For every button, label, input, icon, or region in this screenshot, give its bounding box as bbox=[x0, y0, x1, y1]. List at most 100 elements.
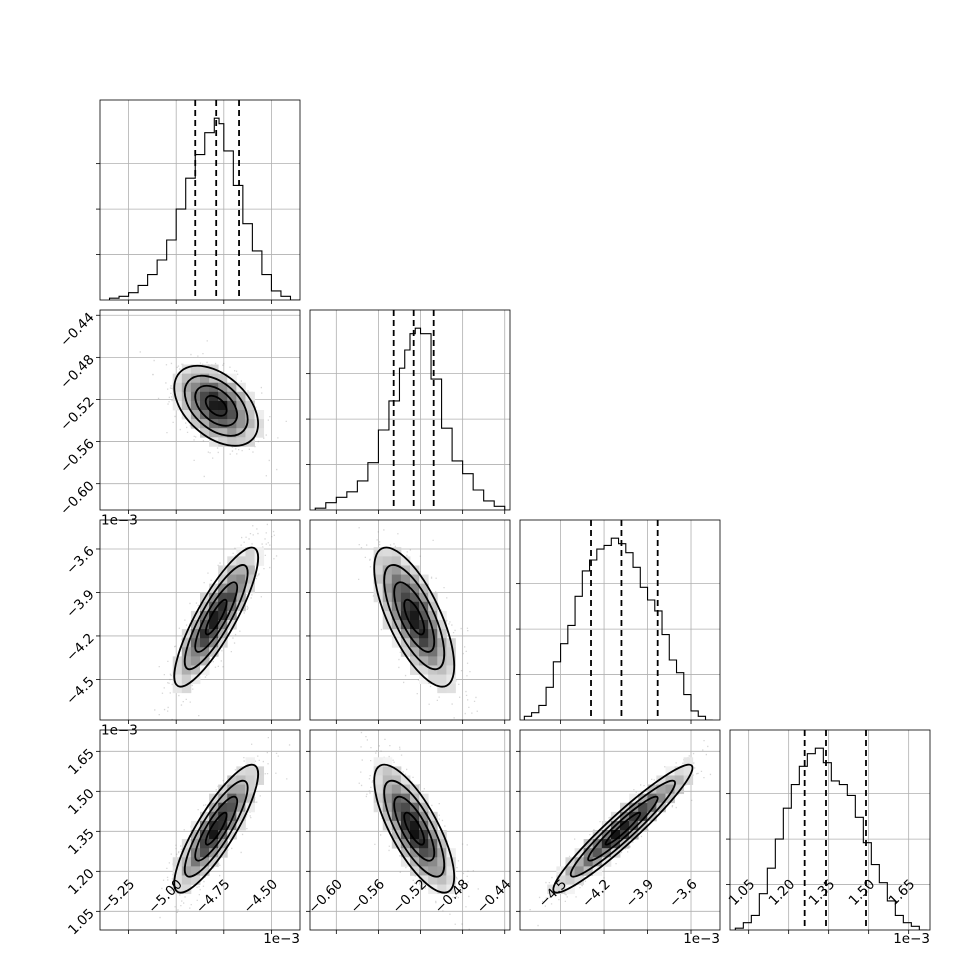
panel-content bbox=[310, 520, 510, 720]
y-tick-label: −0.56 bbox=[57, 436, 98, 477]
density-cell bbox=[200, 419, 210, 429]
density-cell bbox=[227, 428, 237, 438]
density-cell bbox=[227, 391, 237, 402]
density-cell bbox=[565, 884, 575, 895]
density-cell bbox=[373, 793, 384, 804]
density-cell bbox=[209, 857, 219, 867]
density-cell bbox=[391, 565, 402, 575]
density-cell bbox=[410, 830, 420, 840]
histogram-panel-0 bbox=[96, 99, 301, 304]
exponent-labels: 1e−3 1e−3 1e−3 1e−3 1e−3 bbox=[101, 513, 930, 947]
density-cell bbox=[200, 400, 210, 411]
density-cell bbox=[391, 820, 402, 831]
col-exponent-label: 1e−3 bbox=[683, 931, 720, 947]
density-cell bbox=[410, 610, 420, 621]
x-tick-label: −3.6 bbox=[666, 876, 700, 910]
density-cell bbox=[200, 373, 210, 384]
y-tick-label: 1.35 bbox=[65, 826, 98, 859]
density-cell bbox=[428, 830, 438, 840]
density-cell bbox=[574, 875, 585, 885]
density-cell bbox=[601, 848, 612, 858]
density-cell bbox=[428, 848, 438, 858]
density-cell bbox=[674, 784, 685, 795]
density-cell bbox=[437, 647, 447, 657]
density-cell bbox=[382, 556, 393, 566]
density-cell bbox=[218, 811, 228, 822]
x-tick-label: 1.35 bbox=[806, 876, 839, 909]
density-cell bbox=[391, 638, 402, 648]
contour-3 bbox=[552, 763, 694, 894]
density-cell bbox=[254, 428, 265, 438]
density-cell bbox=[400, 629, 411, 639]
density-cell bbox=[391, 629, 402, 639]
density-cell bbox=[236, 766, 246, 776]
density-cell bbox=[638, 811, 648, 822]
density-cell bbox=[382, 802, 393, 813]
density-cell bbox=[227, 775, 237, 785]
row-exponent-label: 1e−3 bbox=[101, 723, 138, 739]
density-cell bbox=[400, 784, 411, 795]
density-cell bbox=[200, 638, 210, 648]
density-cell bbox=[410, 592, 420, 603]
density-cell bbox=[236, 811, 246, 822]
density-cell bbox=[683, 766, 694, 776]
density-cell bbox=[419, 592, 429, 603]
density-cell bbox=[400, 848, 411, 858]
density-cell bbox=[227, 811, 237, 822]
density-cell bbox=[245, 547, 255, 557]
density-cell bbox=[236, 400, 246, 411]
density-cell bbox=[419, 674, 429, 685]
density-cell bbox=[410, 784, 420, 795]
col-exponent-label: 1e−3 bbox=[263, 931, 300, 947]
density-cell bbox=[190, 400, 201, 411]
density-cell bbox=[181, 410, 192, 420]
density-cell bbox=[410, 620, 420, 630]
density-cell bbox=[437, 638, 447, 648]
density-cell bbox=[382, 547, 393, 557]
density-cell bbox=[638, 802, 648, 813]
contour-2 bbox=[383, 779, 446, 878]
density-cell bbox=[574, 857, 585, 867]
density-cell bbox=[181, 656, 192, 666]
density-cell bbox=[200, 620, 210, 630]
density-cell bbox=[592, 848, 603, 858]
density-cell bbox=[181, 683, 192, 694]
density-cell bbox=[172, 674, 183, 685]
density-cell bbox=[419, 583, 429, 594]
density-cell bbox=[209, 629, 219, 639]
density-cell bbox=[410, 629, 420, 639]
density-cell bbox=[428, 811, 438, 822]
density-cell bbox=[391, 610, 402, 621]
contour-2 bbox=[383, 564, 446, 671]
panel-content bbox=[100, 310, 300, 510]
density-cell bbox=[209, 811, 219, 822]
density-cell bbox=[391, 766, 402, 776]
density-cell bbox=[565, 875, 575, 885]
density-cell bbox=[601, 820, 612, 831]
density-cell bbox=[209, 820, 219, 831]
density-cell bbox=[218, 428, 228, 438]
density-cell bbox=[200, 656, 210, 666]
panel-content bbox=[100, 520, 300, 720]
density-cell bbox=[382, 793, 393, 804]
contour-2 bbox=[183, 564, 249, 671]
density-cell bbox=[200, 811, 210, 822]
density-cell bbox=[382, 601, 393, 612]
density-cell bbox=[200, 364, 210, 375]
density-cell bbox=[446, 656, 456, 666]
density-cell bbox=[236, 565, 246, 575]
density-cell bbox=[382, 610, 393, 621]
density-cell bbox=[209, 592, 219, 603]
density-cell bbox=[428, 601, 438, 612]
density-cell bbox=[172, 665, 183, 675]
contour-0 bbox=[204, 598, 228, 636]
contour-0 bbox=[403, 598, 426, 636]
density-cell bbox=[190, 373, 201, 384]
y-tick-label: 1.20 bbox=[65, 866, 98, 899]
x-tick-label: −0.44 bbox=[474, 876, 515, 917]
density-cell bbox=[218, 574, 228, 585]
y-tick-label: −0.44 bbox=[57, 310, 98, 351]
density-cell bbox=[209, 400, 219, 411]
density-cell bbox=[391, 592, 402, 603]
density-cell bbox=[620, 830, 630, 840]
